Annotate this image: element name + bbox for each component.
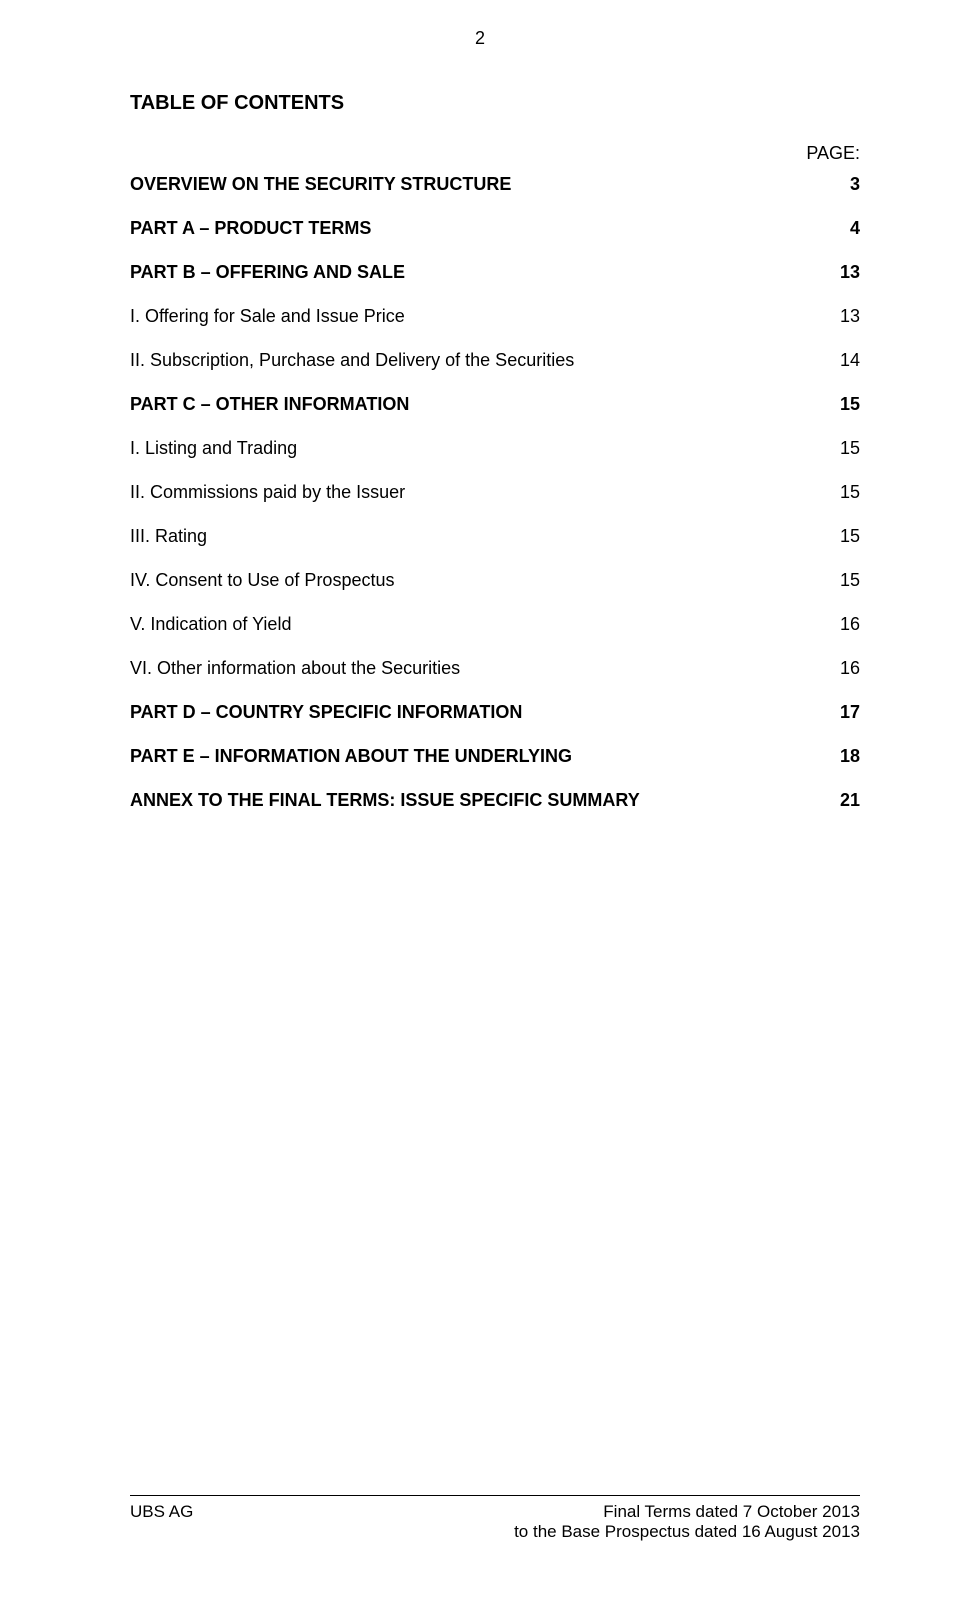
toc-row: I. Listing and Trading15 bbox=[130, 438, 860, 459]
toc-entry-page: 15 bbox=[830, 526, 860, 547]
footer-line2: to the Base Prospectus dated 16 August 2… bbox=[514, 1522, 860, 1542]
toc-entry-label: III. Rating bbox=[130, 526, 830, 547]
toc-row: ANNEX TO THE FINAL TERMS: ISSUE SPECIFIC… bbox=[130, 790, 860, 811]
toc-title: TABLE OF CONTENTS bbox=[130, 92, 860, 115]
toc-entry-label: PART B – OFFERING AND SALE bbox=[130, 262, 830, 283]
toc-entry-label: PART D – COUNTRY SPECIFIC INFORMATION bbox=[130, 702, 830, 723]
toc-row: PART D – COUNTRY SPECIFIC INFORMATION17 bbox=[130, 702, 860, 723]
page-label: PAGE: bbox=[806, 143, 860, 164]
footer-line1: Final Terms dated 7 October 2013 bbox=[514, 1502, 860, 1522]
toc-entry-page: 18 bbox=[830, 746, 860, 767]
document-page: 2 TABLE OF CONTENTS PAGE: OVERVIEW ON TH… bbox=[0, 0, 960, 1597]
toc-entry-label: II. Subscription, Purchase and Delivery … bbox=[130, 350, 830, 371]
toc-row: I. Offering for Sale and Issue Price13 bbox=[130, 306, 860, 327]
toc-entry-label: II. Commissions paid by the Issuer bbox=[130, 482, 830, 503]
toc-row: VI. Other information about the Securiti… bbox=[130, 658, 860, 679]
footer: UBS AG Final Terms dated 7 October 2013 … bbox=[130, 1495, 860, 1542]
toc-entry-page: 4 bbox=[830, 218, 860, 239]
toc-entry-label: PART A – PRODUCT TERMS bbox=[130, 218, 830, 239]
footer-right: Final Terms dated 7 October 2013 to the … bbox=[514, 1502, 860, 1542]
toc-row: V. Indication of Yield16 bbox=[130, 614, 860, 635]
toc-entry-page: 15 bbox=[830, 438, 860, 459]
toc-entry-page: 13 bbox=[830, 262, 860, 283]
toc-entry-page: 13 bbox=[830, 306, 860, 327]
toc-entry-label: PART C – OTHER INFORMATION bbox=[130, 394, 830, 415]
toc-row: III. Rating15 bbox=[130, 526, 860, 547]
toc-entry-label: I. Offering for Sale and Issue Price bbox=[130, 306, 830, 327]
toc-entry-page: 15 bbox=[830, 482, 860, 503]
toc-row: IV. Consent to Use of Prospectus15 bbox=[130, 570, 860, 591]
toc-row: PART E – INFORMATION ABOUT THE UNDERLYIN… bbox=[130, 746, 860, 767]
toc-entry-label: IV. Consent to Use of Prospectus bbox=[130, 570, 830, 591]
toc-entry-page: 15 bbox=[830, 394, 860, 415]
toc-entry-page: 15 bbox=[830, 570, 860, 591]
toc-entry-page: 21 bbox=[830, 790, 860, 811]
toc-row: PART B – OFFERING AND SALE13 bbox=[130, 262, 860, 283]
toc-entry-label: OVERVIEW ON THE SECURITY STRUCTURE bbox=[130, 174, 830, 195]
toc-row: OVERVIEW ON THE SECURITY STRUCTURE3 bbox=[130, 174, 860, 195]
toc-entry-page: 16 bbox=[830, 658, 860, 679]
toc-row: II. Commissions paid by the Issuer15 bbox=[130, 482, 860, 503]
toc-entry-page: 3 bbox=[830, 174, 860, 195]
toc-list: OVERVIEW ON THE SECURITY STRUCTURE3 PART … bbox=[130, 174, 860, 811]
toc-entry-label: PART E – INFORMATION ABOUT THE UNDERLYIN… bbox=[130, 746, 830, 767]
toc-entry-label: I. Listing and Trading bbox=[130, 438, 830, 459]
page-number: 2 bbox=[475, 28, 485, 49]
toc-entry-page: 14 bbox=[830, 350, 860, 371]
footer-left: UBS AG bbox=[130, 1502, 193, 1542]
toc-entry-page: 17 bbox=[830, 702, 860, 723]
toc-entry-page: 16 bbox=[830, 614, 860, 635]
page-label-row: PAGE: bbox=[130, 143, 860, 164]
toc-row: II. Subscription, Purchase and Delivery … bbox=[130, 350, 860, 371]
toc-row: PART C – OTHER INFORMATION15 bbox=[130, 394, 860, 415]
toc-row: PART A – PRODUCT TERMS4 bbox=[130, 218, 860, 239]
toc-entry-label: VI. Other information about the Securiti… bbox=[130, 658, 830, 679]
toc-entry-label: V. Indication of Yield bbox=[130, 614, 830, 635]
toc-entry-label: ANNEX TO THE FINAL TERMS: ISSUE SPECIFIC… bbox=[130, 790, 830, 811]
